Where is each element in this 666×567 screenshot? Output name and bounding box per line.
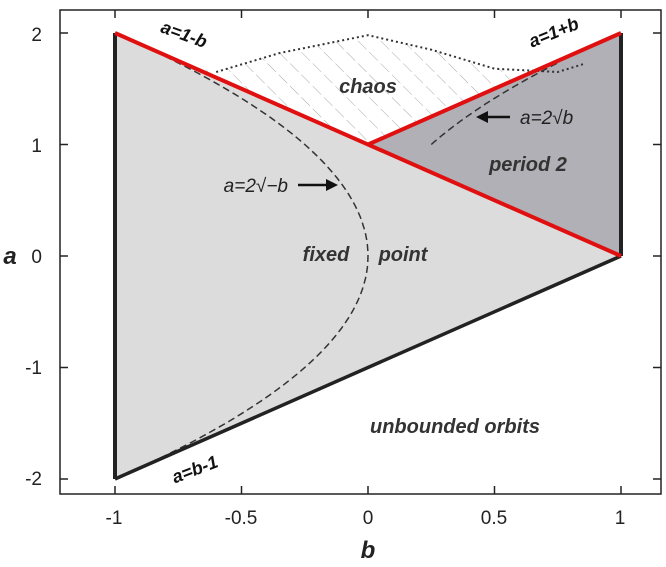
chaos-region [190, 35, 583, 145]
period-2-label: period 2 [488, 154, 567, 176]
period-2-region [368, 33, 621, 256]
x-axis-label: b [361, 537, 376, 564]
x-tick-label: -1 [106, 508, 123, 529]
axis-ticks [60, 10, 661, 494]
chaos-boundary-curve [215, 34, 584, 74]
fixed-point-label: fixed [303, 244, 350, 266]
arrow-to-sqrt-b-curve [476, 111, 510, 123]
y-axis-label: a [3, 243, 16, 270]
label-sqrt-b: a=2√b [520, 108, 573, 129]
y-tick-label: -2 [25, 469, 42, 490]
line-a-equals-1-plus-b [367, 31, 622, 147]
y-tick-label: -1 [25, 358, 42, 379]
y-tick-label: 1 [31, 136, 42, 157]
y-tick-label: 2 [31, 25, 42, 46]
fixed-point-label: point [378, 244, 429, 266]
line-a-equals-b-minus-1 [114, 254, 622, 481]
sqrt-b-curve [430, 62, 559, 146]
chaos-label: chaos [339, 76, 397, 98]
x-tick-label: -0.5 [225, 508, 258, 529]
arrow-to-sqrt-neg-curve [298, 179, 338, 191]
x-tick-label: 0 [363, 508, 374, 529]
x-tick-label: 0.5 [481, 508, 507, 529]
y-tick-label: 0 [31, 247, 42, 268]
label-sqrt-neg-b: a=2√−b [224, 176, 288, 197]
unbounded-orbits-label: unbounded orbits [370, 416, 540, 438]
x-tick-label: 1 [615, 508, 626, 529]
sqrt-neg-b-curve [114, 32, 369, 480]
